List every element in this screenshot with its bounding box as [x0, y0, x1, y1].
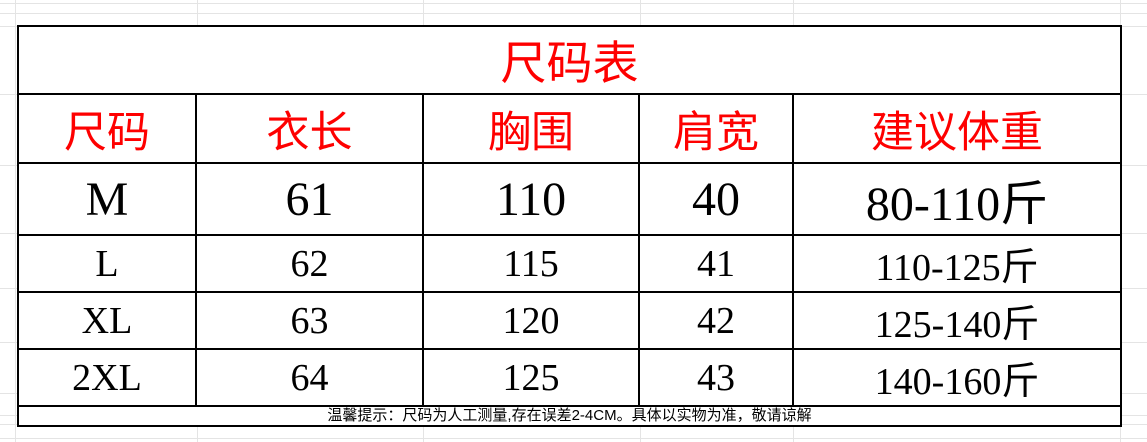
- cell-size-label[interactable]: 2XL: [17, 348, 197, 407]
- header-cell-size[interactable]: 尺码: [17, 93, 197, 164]
- title-row: 尺码表: [17, 25, 1122, 95]
- cell-chest[interactable]: 115: [422, 234, 640, 293]
- spreadsheet-gridline: [0, 438, 1147, 439]
- cell-garment-length[interactable]: 62: [195, 234, 424, 293]
- cell-chest[interactable]: 110: [422, 162, 640, 236]
- cell-garment-length[interactable]: 61: [195, 162, 424, 236]
- header-cell-chest[interactable]: 胸围: [422, 93, 640, 164]
- size-chart-table: 尺码表 尺码 衣长 胸围 肩宽 建议体重 M 61 110 40 80-110斤…: [17, 25, 1122, 427]
- table-title[interactable]: 尺码表: [17, 25, 1122, 95]
- cell-suggested-weight[interactable]: 110-125斤: [792, 234, 1122, 293]
- header-cell-suggested-weight[interactable]: 建议体重: [792, 93, 1122, 164]
- cell-suggested-weight[interactable]: 80-110斤: [792, 162, 1122, 236]
- cell-size-label[interactable]: L: [17, 234, 197, 293]
- spreadsheet-gridline: [0, 3, 1147, 4]
- cell-shoulder-width[interactable]: 41: [638, 234, 794, 293]
- cell-shoulder-width[interactable]: 43: [638, 348, 794, 407]
- spreadsheet-gridline: [15, 0, 16, 442]
- cell-suggested-weight[interactable]: 140-160斤: [792, 348, 1122, 407]
- cell-chest[interactable]: 120: [422, 291, 640, 350]
- cell-size-label[interactable]: M: [17, 162, 197, 236]
- header-cell-shoulder-width[interactable]: 肩宽: [638, 93, 794, 164]
- table-note: 温馨提示：尺码为人工测量,存在误差2-4CM。具体以实物为准，敬请谅解: [17, 405, 1122, 427]
- table-row-l: L 62 115 41 110-125斤: [17, 234, 1122, 293]
- cell-garment-length[interactable]: 63: [195, 291, 424, 350]
- cell-suggested-weight[interactable]: 125-140斤: [792, 291, 1122, 350]
- note-row: 温馨提示：尺码为人工测量,存在误差2-4CM。具体以实物为准，敬请谅解: [17, 405, 1122, 427]
- header-cell-garment-length[interactable]: 衣长: [195, 93, 424, 164]
- table-row-2xl: 2XL 64 125 43 140-160斤: [17, 348, 1122, 407]
- cell-shoulder-width[interactable]: 40: [638, 162, 794, 236]
- spreadsheet-gridline: [0, 13, 1147, 14]
- cell-shoulder-width[interactable]: 42: [638, 291, 794, 350]
- table-row-m: M 61 110 40 80-110斤: [17, 162, 1122, 236]
- cell-garment-length[interactable]: 64: [195, 348, 424, 407]
- cell-chest[interactable]: 125: [422, 348, 640, 407]
- cell-size-label[interactable]: XL: [17, 291, 197, 350]
- header-row: 尺码 衣长 胸围 肩宽 建议体重: [17, 93, 1122, 164]
- table-row-xl: XL 63 120 42 125-140斤: [17, 291, 1122, 350]
